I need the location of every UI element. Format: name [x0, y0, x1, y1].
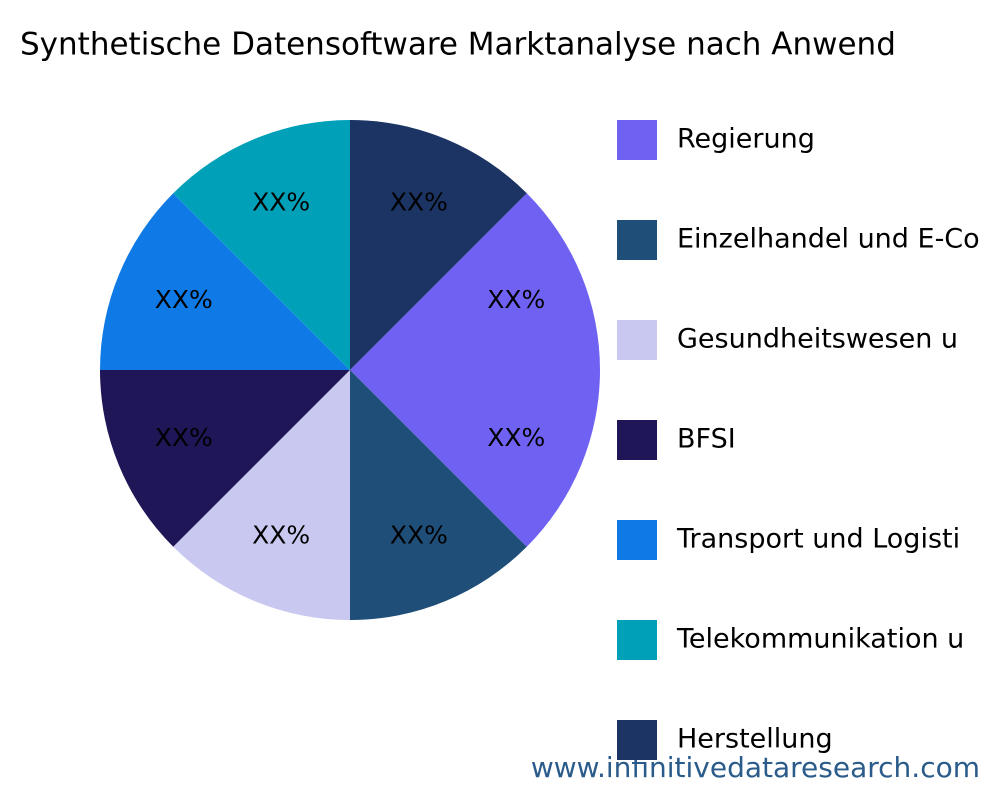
slice-label: XX%	[390, 188, 448, 217]
legend-label: Einzelhandel und E-Co	[677, 224, 980, 255]
legend-swatch	[617, 120, 657, 160]
legend-label: Herstellung	[677, 724, 833, 755]
slice-label: XX%	[487, 285, 545, 314]
legend-label: Telekommunikation u	[676, 624, 964, 655]
pie-slice	[100, 193, 350, 370]
legend-swatch	[617, 720, 657, 760]
legend-label: BFSI	[677, 424, 736, 455]
legend-label: Regierung	[677, 124, 815, 155]
slice-label: XX%	[155, 423, 213, 452]
slice-label: XX%	[487, 423, 545, 452]
slice-label: XX%	[390, 520, 448, 549]
pie-slice	[173, 370, 350, 620]
legend-swatch	[617, 220, 657, 260]
pie-slice	[350, 370, 527, 620]
legend-swatch	[617, 320, 657, 360]
legend-swatch	[617, 420, 657, 460]
pie-slice	[173, 120, 350, 370]
chart-title: Synthetische Datensoftware Marktanalyse …	[20, 27, 896, 63]
pie-slice	[350, 370, 600, 547]
legend-label: Gesundheitswesen u	[677, 324, 958, 355]
pie-slice	[100, 370, 350, 547]
pie-slice	[350, 120, 527, 370]
legend-swatch	[617, 620, 657, 660]
legend-swatch	[617, 520, 657, 560]
watermark: www.infinitivedataresearch.com	[531, 751, 980, 784]
slice-label: XX%	[252, 188, 310, 217]
pie-slice	[350, 193, 600, 370]
slice-label: XX%	[155, 285, 213, 314]
slice-label: XX%	[252, 520, 310, 549]
legend-label: Transport und Logisti	[676, 524, 960, 555]
